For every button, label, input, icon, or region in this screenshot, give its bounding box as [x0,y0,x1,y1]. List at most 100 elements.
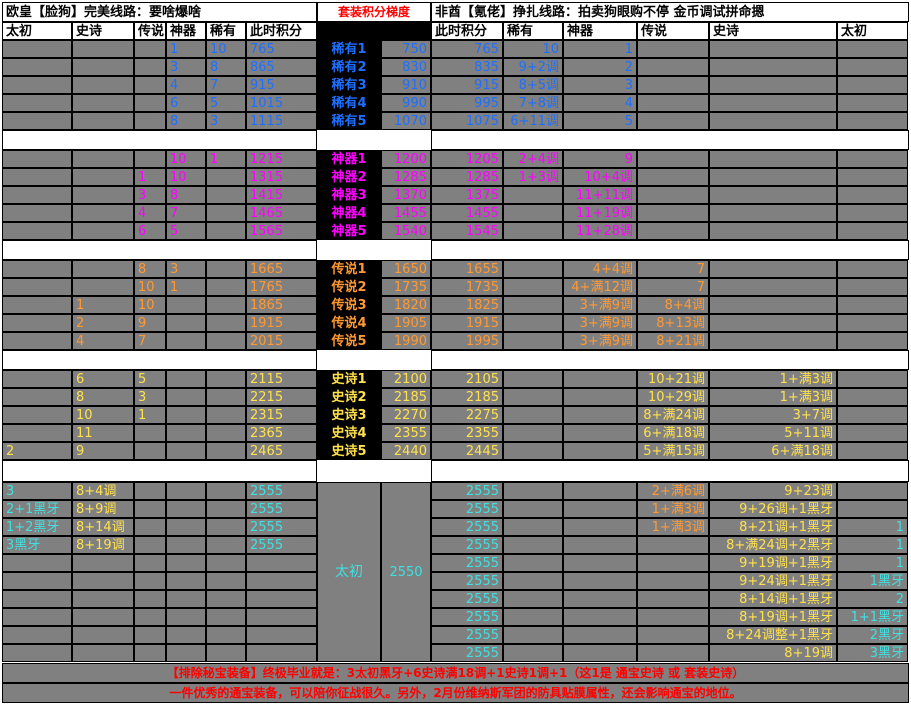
right-cell [637,112,709,130]
right-cell: 8+4调 [637,296,709,314]
left-cell [72,112,134,130]
right-cell: 835 [431,58,503,76]
left-cell: 2 [2,442,72,460]
taichu-left-cell [2,626,72,644]
gradient-score: 1735 [381,278,431,296]
header-left-5: 此时积分 [246,22,317,40]
taichu-left-cell [206,518,246,536]
taichu-right-cell: 9+19调+1黑牙 [709,554,837,572]
right-cell [837,424,908,442]
taichu-left-cell: 2555 [246,518,317,536]
taichu-right-cell: 8+19调+1黑牙 [709,608,837,626]
left-cell [72,40,134,58]
left-cell [2,112,72,130]
right-cell [503,296,563,314]
right-cell [637,58,709,76]
taichu-left-cell [206,590,246,608]
right-cell: 4 [563,94,637,112]
left-cell: 1915 [246,314,317,332]
taichu-right-cell [637,572,709,590]
header-left-1: 史诗 [72,22,134,40]
right-cell: 8+13调 [637,314,709,332]
taichu-left-cell [166,590,206,608]
gradient-score: 2270 [381,406,431,424]
left-cell: 4 [72,332,134,350]
gradient-score: 1285 [381,168,431,186]
right-cell [637,204,709,222]
left-cell: 1665 [246,260,317,278]
taichu-right-cell: 2555 [431,644,503,662]
gradient-label: 传说3 [317,296,381,314]
left-cell: 915 [246,76,317,94]
right-cell [637,76,709,94]
taichu-right-cell [637,626,709,644]
right-cell [709,332,837,350]
left-cell [2,388,72,406]
taichu-right-cell [503,554,563,572]
taichu-right-cell [503,536,563,554]
left-cell: 10 [72,406,134,424]
taichu-right-cell [637,554,709,572]
left-cell [206,222,246,240]
gradient-label: 传说1 [317,260,381,278]
left-cell: 10 [134,296,166,314]
right-cell: 2355 [431,424,503,442]
right-cell [709,222,837,240]
taichu-right-cell [563,554,637,572]
left-cell: 8 [166,186,206,204]
taichu-right-cell [503,518,563,536]
left-cell: 1 [166,40,206,58]
taichu-right-cell: 2555 [431,572,503,590]
left-cell: 2215 [246,388,317,406]
right-cell: 1995 [431,332,503,350]
left-cell [166,442,206,460]
left-cell [206,296,246,314]
right-cell [709,278,837,296]
taichu-left-cell [166,626,206,644]
left-cell: 3 [166,58,206,76]
right-cell: 1455 [431,204,503,222]
taichu-left-cell: 8+14调 [72,518,134,536]
taichu-right-cell [503,500,563,518]
taichu-right-cell [503,608,563,626]
taichu-right-cell: 1 [837,536,908,554]
left-cell: 10 [166,150,206,168]
header-right-0: 此时积分 [431,22,503,40]
left-cell [2,406,72,424]
taichu-left-cell [246,644,317,662]
taichu-score: 2550 [381,482,431,662]
left-cell [72,76,134,94]
left-cell: 7 [206,76,246,94]
taichu-left-cell [166,518,206,536]
taichu-left-cell [134,482,166,500]
taichu-right-cell [563,500,637,518]
left-cell: 6 [134,222,166,240]
gradient-score: 2100 [381,370,431,388]
gradient-label: 传说4 [317,314,381,332]
right-cell: 6+满18调 [637,424,709,442]
left-cell [2,260,72,278]
taichu-left-cell [206,554,246,572]
gradient-score: 750 [381,40,431,58]
taichu-spacer [381,460,431,482]
taichu-right-cell: 2555 [431,482,503,500]
left-cell: 5 [206,94,246,112]
left-cell: 10 [166,168,206,186]
right-cell: 2+4调 [503,150,563,168]
taichu-left-cell: 3黑牙 [2,536,72,554]
left-cell: 1415 [246,186,317,204]
right-cell: 10+21调 [637,370,709,388]
right-cell: 3+满9调 [563,332,637,350]
right-cell: 6+满18调 [709,442,837,460]
left-cell [72,204,134,222]
right-cell: 2185 [431,388,503,406]
left-cell [2,168,72,186]
right-cell: 3+满9调 [563,296,637,314]
group-spacer [381,130,431,150]
taichu-left-cell [206,536,246,554]
gradient-score: 1070 [381,112,431,130]
right-cell: 5+满15调 [637,442,709,460]
gradient-score: 1540 [381,222,431,240]
taichu-left-cell: 2555 [246,482,317,500]
right-cell: 2105 [431,370,503,388]
